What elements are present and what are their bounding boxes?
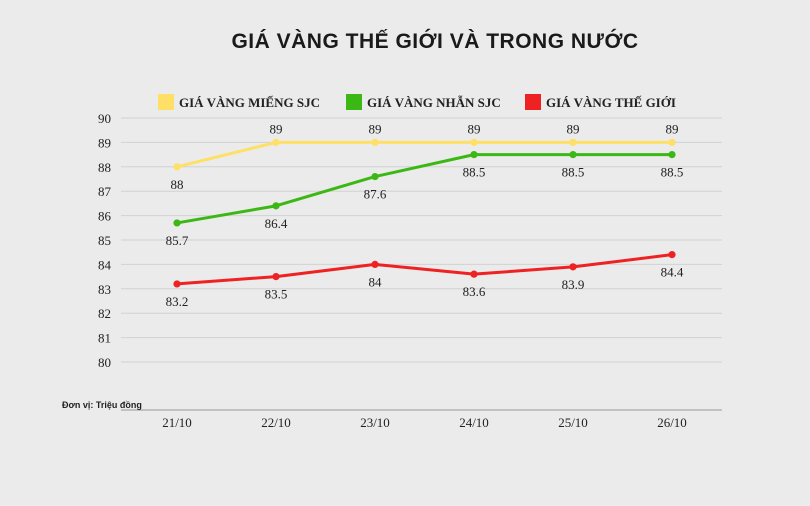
y-tick-label: 90 [98, 111, 111, 126]
chart-title: GIÁ VÀNG THẾ GIỚI VÀ TRONG NƯỚC [231, 30, 639, 53]
y-tick-label: 86 [98, 209, 112, 224]
data-label: 83.9 [562, 277, 585, 292]
data-label: 84.4 [661, 265, 684, 280]
data-point [569, 151, 577, 159]
data-point [569, 138, 577, 146]
data-label: 83.5 [265, 287, 288, 302]
y-tick-label: 87 [98, 184, 112, 199]
data-label: 88.5 [661, 165, 684, 180]
series-line [176, 253, 673, 286]
data-label: 83.2 [166, 294, 189, 309]
x-tick-label: 25/10 [558, 415, 588, 430]
data-point [371, 172, 379, 181]
y-tick-label: 83 [98, 282, 111, 297]
data-label: 89 [468, 121, 481, 136]
data-label: 83.6 [463, 284, 486, 299]
x-tick-label: 26/10 [657, 415, 687, 430]
data-point [470, 138, 478, 146]
series-line [176, 153, 672, 225]
data-label: 89 [369, 121, 382, 136]
legend-label: GIÁ VÀNG MIẾNG SJC [179, 95, 320, 110]
legend-swatch [158, 94, 174, 110]
data-label: 86.4 [265, 216, 288, 231]
legend-label: GIÁ VÀNG THẾ GIỚI [546, 95, 676, 110]
y-tick-label: 84 [98, 257, 112, 272]
x-tick-label: 21/10 [162, 415, 192, 430]
y-tick-label: 82 [98, 306, 111, 321]
data-label: 88.5 [562, 165, 585, 180]
x-tick-label: 22/10 [261, 415, 291, 430]
y-tick-label: 88 [98, 160, 111, 175]
data-label: 87.6 [364, 187, 387, 202]
data-label: 84 [369, 274, 383, 289]
data-point [173, 163, 181, 171]
x-tick-label: 24/10 [459, 415, 489, 430]
data-label: 89 [567, 121, 580, 136]
data-point [668, 151, 676, 159]
data-point [668, 138, 676, 146]
data-label: 89 [666, 121, 679, 136]
data-point [470, 151, 478, 159]
data-point [470, 270, 478, 278]
data-label: 88.5 [463, 165, 486, 180]
data-point [272, 273, 280, 281]
data-label: 88 [171, 177, 184, 192]
y-tick-label: 80 [98, 355, 111, 370]
data-point [371, 260, 379, 268]
y-tick-label: 89 [98, 135, 111, 150]
data-point [272, 202, 280, 210]
data-point [272, 138, 280, 146]
x-tick-label: 23/10 [360, 415, 390, 430]
data-label: 85.7 [166, 233, 189, 248]
data-point [173, 219, 181, 227]
data-point [173, 280, 181, 288]
legend-label: GIÁ VÀNG NHẪN SJC [367, 95, 501, 110]
unit-note: Đơn vị: Triệu đồng [62, 400, 142, 410]
y-tick-label: 85 [98, 233, 111, 248]
legend-swatch [346, 94, 362, 110]
legend-swatch [525, 94, 541, 110]
series-line [176, 140, 672, 169]
data-point [569, 263, 577, 271]
data-point [668, 251, 676, 259]
data-point [371, 138, 379, 146]
y-tick-label: 81 [98, 331, 111, 346]
data-label: 89 [270, 121, 283, 136]
